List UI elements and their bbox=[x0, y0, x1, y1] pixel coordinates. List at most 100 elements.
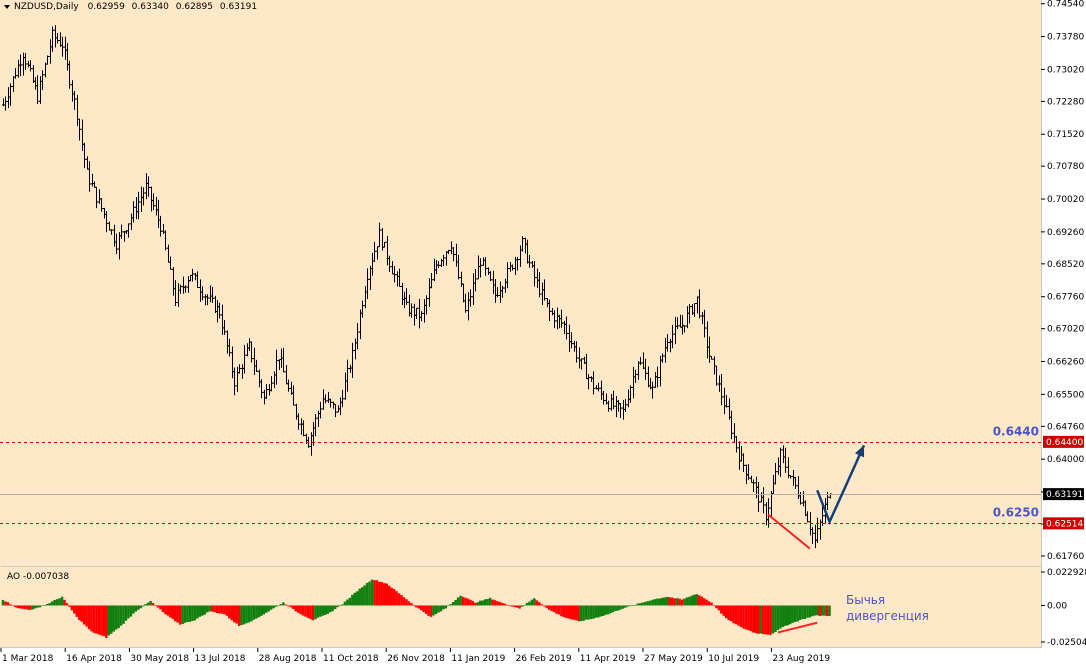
price-bar bbox=[324, 394, 327, 404]
ao-bar bbox=[705, 599, 708, 606]
ao-bar bbox=[247, 605, 251, 623]
ao-bar bbox=[439, 605, 443, 612]
ao-bar bbox=[289, 605, 293, 608]
price-bar bbox=[607, 400, 610, 412]
open-value: 0.62959 bbox=[88, 2, 125, 12]
price-bar bbox=[506, 262, 509, 289]
ao-bar bbox=[139, 605, 143, 609]
ao-bar bbox=[333, 605, 337, 610]
ao-bar bbox=[779, 605, 782, 629]
price-bar bbox=[265, 383, 268, 399]
ao-bar bbox=[353, 592, 357, 606]
ao-bar bbox=[252, 605, 256, 620]
ao-bar bbox=[781, 605, 785, 627]
ao-bar bbox=[599, 605, 603, 617]
price-bar bbox=[105, 211, 108, 233]
ao-bar bbox=[611, 605, 615, 613]
ao-bar bbox=[648, 600, 652, 606]
ao-bar bbox=[18, 605, 22, 609]
time-tick-label: 11 Jan 2019 bbox=[451, 654, 505, 664]
price-tick-label: 0.68520 bbox=[1047, 260, 1084, 270]
price-bar bbox=[688, 303, 691, 324]
ao-bar bbox=[173, 605, 177, 622]
price-bar bbox=[447, 249, 450, 255]
ao-bar bbox=[712, 605, 716, 607]
ao-bar bbox=[665, 596, 669, 606]
price-bar bbox=[196, 271, 199, 289]
ao-bar bbox=[6, 602, 10, 606]
price-tick-label: 0.67760 bbox=[1047, 293, 1084, 303]
ao-bar bbox=[16, 605, 20, 609]
ao-bar bbox=[129, 605, 133, 617]
ao-bar bbox=[230, 605, 234, 621]
price-tag-label-2: 0.63191 bbox=[1046, 490, 1083, 500]
ao-bar bbox=[208, 605, 211, 612]
time-tick-label: 16 Apr 2018 bbox=[66, 654, 122, 664]
price-bar bbox=[132, 201, 135, 223]
ao-bar bbox=[737, 605, 740, 626]
price-bar bbox=[656, 366, 659, 388]
ao-bar bbox=[410, 603, 413, 606]
ao-bar bbox=[282, 602, 285, 606]
ao-bar bbox=[370, 579, 374, 606]
forecast-arrow[interactable] bbox=[816, 444, 866, 526]
ao-bar bbox=[776, 605, 780, 630]
ao-bar bbox=[378, 581, 381, 606]
ao-bar bbox=[358, 588, 361, 606]
ao-divergence-line[interactable] bbox=[777, 621, 818, 634]
ao-bar bbox=[114, 605, 118, 630]
ao-bar bbox=[444, 605, 448, 609]
time-tick-label: 11 Apr 2019 bbox=[580, 654, 636, 664]
ao-bar bbox=[624, 605, 627, 608]
price-bar bbox=[587, 374, 590, 390]
price-bar bbox=[644, 358, 647, 381]
ao-bar bbox=[331, 605, 334, 612]
ao-bar bbox=[715, 605, 718, 609]
price-tag-label-0: 0.64400 bbox=[1046, 438, 1083, 448]
ao-bar bbox=[567, 605, 571, 619]
ao-bar bbox=[269, 605, 273, 610]
ao-bar bbox=[235, 605, 238, 624]
ao-bar bbox=[619, 605, 622, 610]
ao-bar bbox=[267, 605, 270, 612]
ao-bar bbox=[132, 605, 135, 614]
price-bar bbox=[735, 436, 738, 453]
ao-bar bbox=[574, 605, 578, 621]
price-divergence-line[interactable] bbox=[767, 513, 811, 550]
ao-bar bbox=[237, 605, 241, 626]
ao-bar bbox=[92, 605, 96, 633]
price-tick-label: 0.66260 bbox=[1047, 358, 1084, 368]
ao-bar bbox=[198, 605, 202, 617]
price-bar bbox=[211, 287, 214, 303]
ao-bar bbox=[193, 605, 197, 621]
ao-bar bbox=[407, 601, 411, 606]
ao-bar bbox=[156, 605, 160, 608]
ao-bar bbox=[324, 605, 327, 615]
ao-bar bbox=[368, 581, 371, 606]
price-tag-1 bbox=[1043, 517, 1084, 530]
ao-tick-label: 0.00 bbox=[1047, 601, 1067, 611]
level-label-0: 0.6440 bbox=[993, 425, 1039, 439]
ao-bar bbox=[464, 597, 467, 606]
ao-bar bbox=[572, 605, 575, 620]
ao-bar bbox=[196, 605, 199, 619]
ao-bar bbox=[471, 601, 475, 606]
price-bar bbox=[319, 401, 322, 419]
symbol-dropdown-icon[interactable] bbox=[4, 5, 10, 9]
ao-bar bbox=[11, 605, 15, 607]
ao-bar bbox=[604, 605, 607, 615]
price-bar bbox=[191, 268, 194, 282]
divergence-label: Бычья дивергенция bbox=[846, 593, 929, 623]
price-bar bbox=[703, 309, 706, 338]
ao-bar bbox=[95, 605, 98, 634]
price-tag-label-1: 0.62514 bbox=[1046, 519, 1083, 529]
ao-bar bbox=[434, 605, 438, 615]
ao-bar bbox=[727, 605, 730, 621]
ao-bar bbox=[412, 605, 416, 606]
ao-bar bbox=[491, 599, 494, 606]
price-bar bbox=[511, 264, 514, 271]
price-bar bbox=[137, 191, 140, 220]
price-bar bbox=[346, 359, 349, 392]
price-bar bbox=[629, 385, 632, 403]
